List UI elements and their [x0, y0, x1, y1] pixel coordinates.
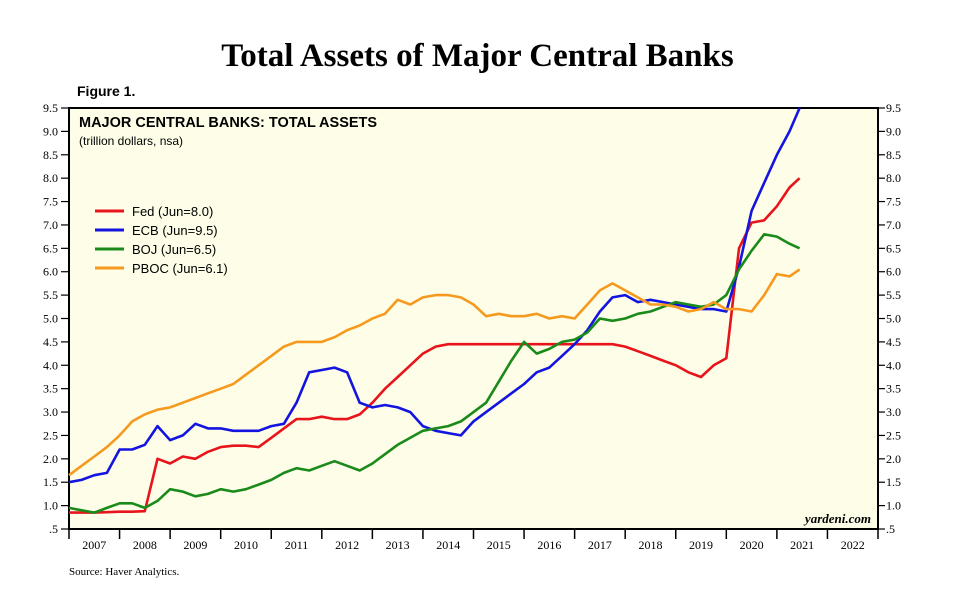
chart-subtitle: (trillion dollars, nsa)	[79, 134, 183, 148]
legend-label-pboc: PBOC (Jun=6.1)	[132, 261, 228, 276]
x-tick-label: 2021	[790, 538, 814, 552]
y-tick-label-left: 1.5	[43, 475, 58, 489]
y-tick-label-right: 5.0	[886, 312, 901, 326]
y-tick-label-left: 2.0	[43, 452, 58, 466]
series-line-fed	[69, 177, 801, 514]
legend-label-ecb: ECB (Jun=9.5)	[132, 223, 218, 238]
y-tick-label-right: 2.0	[886, 452, 901, 466]
y-tick-label-left: 1.0	[43, 499, 58, 513]
y-tick-label-left: 5.0	[43, 312, 58, 326]
x-tick-label: 2011	[285, 538, 309, 552]
y-tick-label-right: 9.5	[886, 101, 901, 115]
legend-label-fed: Fed (Jun=8.0)	[132, 204, 213, 219]
y-tick-label-left: 6.0	[43, 265, 58, 279]
x-tick-label: 2018	[638, 538, 662, 552]
chart-title: MAJOR CENTRAL BANKS: TOTAL ASSETS	[79, 115, 377, 131]
x-tick-label: 2019	[689, 538, 713, 552]
x-tick-label: 2017	[588, 538, 612, 552]
y-tick-label-left: 8.5	[43, 148, 58, 162]
y-tick-label-right: 3.5	[886, 382, 901, 396]
x-tick-label: 2010	[234, 538, 258, 552]
plot-area	[68, 107, 879, 530]
y-tick-label-right: 5.5	[886, 288, 901, 302]
x-tick-label: 2016	[537, 538, 561, 552]
y-tick-label-left: 8.0	[43, 171, 58, 185]
series-line-ecb	[68, 107, 801, 484]
y-tick-label-left: 2.5	[43, 428, 58, 442]
y-tick-label-right: 2.5	[886, 428, 901, 442]
y-tick-label-right: 1.0	[886, 499, 901, 513]
y-tick-label-right: 9.0	[886, 124, 901, 138]
y-tick-label-right: 6.0	[886, 265, 901, 279]
x-tick-label: 2014	[436, 538, 460, 552]
y-tick-label-left: 4.5	[43, 335, 58, 349]
y-tick-label-left: 7.0	[43, 218, 58, 232]
y-axis-right: .5 1.0 1.5 2.0 2.5 3.0 3.5 4.0 4.5 5.0 5.5 6.0 6.5 7.…	[878, 101, 901, 536]
y-tick-label-right: 4.0	[886, 358, 901, 372]
x-tick-label: 2009	[183, 538, 207, 552]
y-tick-label-right: 1.5	[886, 475, 901, 489]
y-tick-label-left: 5.5	[43, 288, 58, 302]
y-tick-label-left: 9.0	[43, 124, 58, 138]
y-tick-label-right: 3.0	[886, 405, 901, 419]
y-tick-label-right: 8.5	[886, 148, 901, 162]
x-axis: 2007 2008 2009 2010 2011 2012 2013 2014 2015 2016…	[68, 529, 879, 552]
y-tick-label-left: 9.5	[43, 101, 58, 115]
y-tick-label-right: .5	[886, 522, 895, 536]
series-lines	[68, 107, 801, 514]
main-title: Total Assets of Major Central Banks	[221, 38, 734, 74]
x-tick-label: 2008	[133, 538, 157, 552]
x-tick-label: 2013	[386, 538, 410, 552]
legend: Fed (Jun=8.0) ECB (Jun=9.5) BOJ (Jun=6.5) P…	[95, 204, 228, 276]
y-tick-label-right: 6.5	[886, 241, 901, 255]
figure-label: Figure 1.	[77, 83, 136, 99]
y-tick-label-left: 4.0	[43, 358, 58, 372]
y-axis-left: .5 1.0 1.5 2.0 2.5 3.0 3.5 4.0 4.5 5.0 5.5 6.0 6.5 7.…	[43, 101, 69, 536]
y-tick-label-left: .5	[49, 522, 58, 536]
x-tick-label: 2022	[841, 538, 865, 552]
y-tick-label-right: 4.5	[886, 335, 901, 349]
x-tick-label: 2015	[487, 538, 511, 552]
x-tick-label: 2012	[335, 538, 359, 552]
y-tick-label-left: 7.5	[43, 195, 58, 209]
x-tick-label: 2007	[82, 538, 106, 552]
y-tick-label-right: 8.0	[886, 171, 901, 185]
watermark: yardeni.com	[803, 511, 871, 526]
x-tick-label: 2020	[740, 538, 764, 552]
y-tick-label-left: 6.5	[43, 241, 58, 255]
y-tick-label-left: 3.5	[43, 382, 58, 396]
series-line-boj	[68, 233, 801, 514]
y-tick-label-left: 3.0	[43, 405, 58, 419]
y-tick-label-right: 7.0	[886, 218, 901, 232]
legend-label-boj: BOJ (Jun=6.5)	[132, 242, 216, 257]
source-note: Source: Haver Analytics.	[69, 566, 180, 578]
series-line-pboc	[68, 268, 801, 477]
y-tick-label-right: 7.5	[886, 195, 901, 209]
